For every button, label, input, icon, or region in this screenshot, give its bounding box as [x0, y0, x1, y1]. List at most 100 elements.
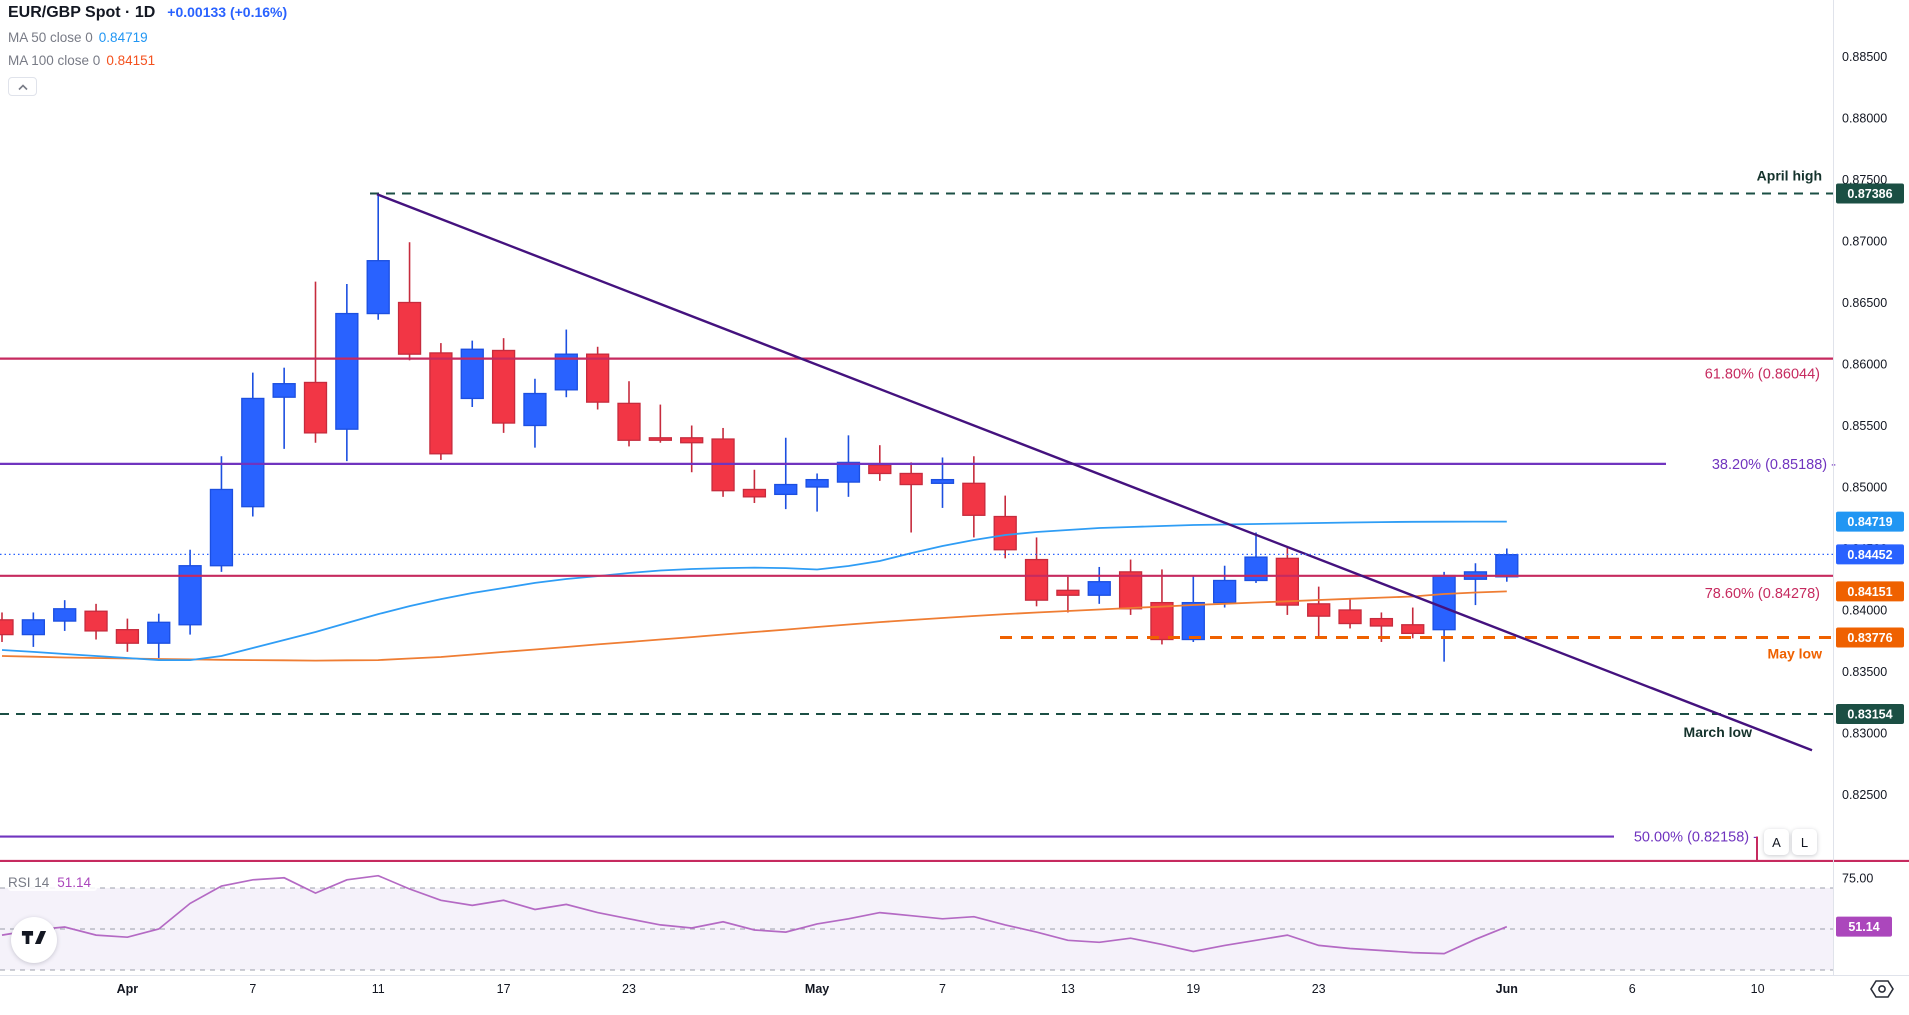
- price-axis-label: 0.84000: [1842, 604, 1887, 618]
- candle-body: [429, 352, 453, 455]
- legend-collapse-button[interactable]: [8, 77, 37, 96]
- candle-body: [523, 392, 547, 427]
- rsi-line: [1, 874, 1508, 955]
- price-axis-label: 0.86500: [1842, 296, 1887, 310]
- candle-body: [742, 488, 767, 498]
- time-axis-label: 10: [1751, 982, 1765, 996]
- price-badge-value: 0.83776: [1847, 631, 1892, 645]
- price-axis-label: 0.85000: [1842, 481, 1887, 495]
- candle-body: [1213, 579, 1237, 604]
- price-badge: [1836, 581, 1904, 602]
- time-axis-label: 13: [1061, 982, 1075, 996]
- level-label: April high: [1757, 168, 1822, 184]
- candle-body: [1401, 624, 1425, 635]
- candle-body: [335, 312, 359, 430]
- candle-body: [303, 381, 328, 434]
- ma50-line: [1, 520, 1507, 661]
- candle-body: [1056, 589, 1080, 596]
- price-axis-label: 0.85500: [1842, 419, 1887, 433]
- ma100-label: MA 100 close 0: [8, 53, 101, 68]
- candle-body: [397, 301, 422, 355]
- time-axis-label: 23: [1312, 982, 1326, 996]
- price-axis-label: 0.88500: [1842, 50, 1887, 64]
- symbol-row[interactable]: EUR/GBP Spot · 1D +0.00133 (+0.16%): [8, 4, 287, 22]
- price-badge-value: 0.84719: [1847, 515, 1892, 529]
- eye-hexagon-icon: [1869, 979, 1895, 1004]
- candle-body: [147, 621, 171, 644]
- candle-body: [868, 464, 892, 475]
- time-axis-label: 11: [372, 982, 385, 996]
- candle-body: [1369, 617, 1394, 627]
- price-badge: [1836, 544, 1904, 565]
- chevron-up-icon: [17, 78, 28, 96]
- time-axis-label: 19: [1186, 982, 1200, 996]
- candle-body: [617, 402, 641, 441]
- candle-body: [366, 260, 390, 315]
- candle-body: [930, 478, 955, 484]
- price-badge: [1836, 627, 1904, 648]
- candle-body: [899, 472, 923, 486]
- candle-body: [460, 348, 484, 400]
- time-axis-label: 6: [1629, 982, 1636, 996]
- rsi-value: 51.14: [57, 875, 92, 890]
- fib-label: 61.80% (0.86044): [1705, 367, 1820, 383]
- ma100-value: 0.84151: [106, 53, 156, 68]
- price-badge-value: 0.84452: [1847, 548, 1892, 562]
- price-axis-label: 0.86000: [1842, 358, 1887, 372]
- time-axis-label: Jun: [1496, 982, 1518, 996]
- price-badge: [1836, 704, 1904, 725]
- candle-body: [491, 349, 516, 424]
- candle-body: [1118, 571, 1143, 610]
- ma100-legend-row[interactable]: MA 100 close 0 0.84151: [8, 53, 287, 68]
- ma50-value: 0.84719: [98, 30, 148, 45]
- time-axis-label: Apr: [117, 982, 139, 996]
- rsi-legend-row[interactable]: RSI 14 51.14: [8, 874, 98, 891]
- candle-body: [241, 397, 265, 508]
- symbol-title[interactable]: EUR/GBP Spot · 1D: [8, 4, 156, 21]
- price-axis-label: 0.88000: [1842, 112, 1887, 126]
- candle-body: [178, 565, 202, 626]
- candle-body: [774, 483, 798, 496]
- candle-body: [586, 353, 610, 403]
- candle-body: [1495, 554, 1519, 578]
- auto-scale-button[interactable]: A: [1764, 829, 1789, 855]
- candle-body: [836, 461, 861, 483]
- ma50-legend-row[interactable]: MA 50 close 0 0.84719: [8, 30, 287, 45]
- candle-body: [1244, 556, 1268, 582]
- level-label: May low: [1768, 646, 1823, 662]
- price-badge-value: 0.87386: [1847, 187, 1892, 201]
- tradingview-logo[interactable]: [11, 917, 57, 963]
- level-label: March low: [1684, 724, 1753, 740]
- price-axis-label: 0.87000: [1842, 235, 1887, 249]
- candle-body: [1307, 603, 1331, 617]
- candle-body: [680, 437, 704, 444]
- price-axis-label: 0.87500: [1842, 173, 1887, 187]
- candle-body: [554, 353, 578, 391]
- candle-body: [1087, 581, 1111, 596]
- candle-body: [209, 488, 234, 567]
- price-axis-label: 0.82500: [1842, 788, 1887, 802]
- rsi-badge-value: 51.14: [1848, 920, 1879, 934]
- price-change: +0.00133 (+0.16%): [167, 4, 288, 20]
- trendline: [376, 193, 1813, 752]
- fib-label: 38.20% (0.85188) -: [1712, 457, 1836, 473]
- candle-body: [115, 629, 140, 644]
- candles: [0, 194, 1519, 662]
- candle-body: [1275, 557, 1299, 606]
- price-badge: [1836, 511, 1904, 532]
- candle-body: [993, 515, 1017, 551]
- timezone-settings-button[interactable]: [1866, 979, 1898, 1003]
- time-axis-label: 7: [939, 982, 946, 996]
- tradingview-logo-icon: [21, 930, 47, 950]
- candle-body: [648, 437, 672, 441]
- candle-body: [0, 619, 14, 636]
- price-axis-label: 0.83000: [1842, 727, 1887, 741]
- time-axis-label: 7: [249, 982, 256, 996]
- rsi-badge: [1836, 916, 1892, 937]
- candle-body: [1181, 601, 1205, 641]
- price-badge-value: 0.84151: [1847, 585, 1892, 599]
- candle-body: [21, 619, 46, 636]
- log-scale-button[interactable]: L: [1792, 829, 1817, 855]
